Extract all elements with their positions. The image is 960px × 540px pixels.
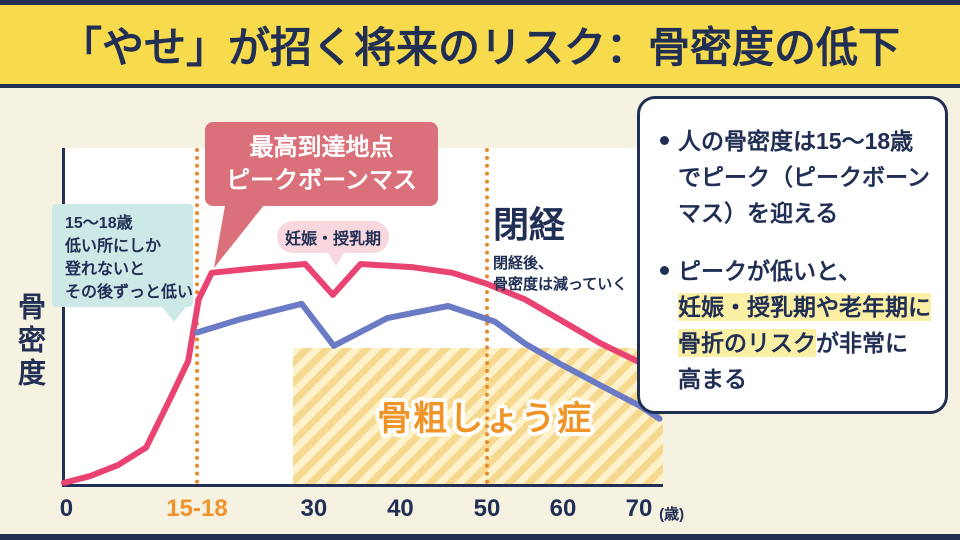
y-axis-line <box>62 148 65 487</box>
x-axis-line <box>62 484 663 487</box>
peak-bone-mass-callout: 最高到達地点 ピークボーンマス <box>205 122 438 206</box>
dotted-guide-line <box>485 148 489 484</box>
x-tick-40: 40 <box>387 495 414 522</box>
y-axis-label: 骨密度 <box>15 292 46 391</box>
panel-bullet-2: ピークが低いと、妊娠・授乳期や老年期に 骨折のリスクが非常に高まる <box>658 253 931 397</box>
text-line: 登れないと <box>65 261 146 278</box>
panel-text-segment: 人の骨密度は15〜18歳 <box>678 128 914 154</box>
panel-text-segment: が非常に <box>816 330 908 356</box>
low-peak-speech-bubble: 15〜18歳低い所にしか 登れないとその後ずっと低い <box>52 204 193 307</box>
menopause-title: 閉経 <box>493 204 566 245</box>
text-line: 閉経後、 <box>493 255 554 272</box>
osteoporosis-hatched-region: 骨粗しょう症 <box>293 347 664 484</box>
peak-callout-line2: ピークボーンマス <box>226 167 417 194</box>
info-panel: 人の骨密度は15〜18歳 でピーク（ピークボーン マス）を迎える ピークが低いと、妊… <box>637 96 948 414</box>
bottom-navy-strip <box>0 534 960 540</box>
panel-text-segment: 高まる <box>678 366 747 392</box>
x-tick-(歳): (歳) <box>659 506 685 523</box>
x-tick-70: 70 <box>625 495 653 522</box>
panel-bullet-1: 人の骨密度は15〜18歳 でピーク（ピークボーン マス）を迎える <box>658 123 931 231</box>
pregnancy-pill-label: 妊娠・授乳期 <box>284 231 381 248</box>
header-banner: 「やせ」が招く将来のリスク：骨密度の低下 <box>0 0 960 88</box>
panel-text-segment: ピークが低いと、 <box>678 258 862 284</box>
panel-text-segment: マス）を迎える <box>678 200 839 226</box>
text-line: 15〜18歳 <box>65 215 133 232</box>
x-tick-15-18: 15-18 <box>166 495 228 522</box>
panel-text-segment: 骨折のリスク <box>678 329 816 357</box>
x-tick-30: 30 <box>300 495 328 522</box>
osteoporosis-label: 骨粗しょう症 <box>377 400 594 439</box>
menopause-annotation: 閉経 閉経後、骨密度は減っていく <box>493 196 627 295</box>
text-line: その後ずっと低い <box>65 284 194 301</box>
panel-text-segment: でピーク（ピークボーン <box>678 164 930 190</box>
x-tick-50: 50 <box>473 495 501 522</box>
x-tick-60: 60 <box>549 495 577 522</box>
bullet-dot <box>660 266 669 275</box>
menopause-subtext: 閉経後、骨密度は減っていく <box>493 253 627 295</box>
panel-bullet-1-text: 人の骨密度は15〜18歳 でピーク（ピークボーン マス）を迎える <box>678 128 930 226</box>
bullet-dot <box>660 136 669 145</box>
x-tick-0: 0 <box>59 495 74 522</box>
panel-bullet-2-text: ピークが低いと、妊娠・授乳期や老年期に 骨折のリスクが非常に高まる <box>678 258 931 392</box>
text-line: 骨密度は減っていく <box>493 276 628 293</box>
text-line: 低い所にしか <box>65 238 162 255</box>
page-title: 「やせ」が招く将来のリスク：骨密度の低下 <box>59 24 900 71</box>
peak-callout-line1: 最高到達地点 <box>249 134 394 161</box>
panel-text-segment: 妊娠・授乳期や老年期に <box>678 293 931 321</box>
pregnancy-nursing-pill: 妊娠・授乳期 <box>277 221 389 253</box>
dotted-guide-line <box>195 148 199 484</box>
